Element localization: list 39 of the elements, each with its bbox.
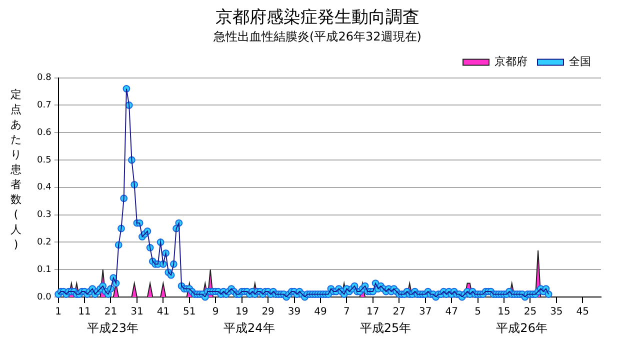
y-tick-label: 0.2 xyxy=(36,238,52,248)
y-tick-label: 0.6 xyxy=(36,128,52,138)
x-tick-label: 21 xyxy=(104,306,118,318)
y-tick-label: 0.4 xyxy=(36,182,52,193)
x-tick-label: 1 xyxy=(55,306,62,318)
x-tick-label: 19 xyxy=(235,306,248,318)
y-tick-label: 0.0 xyxy=(36,292,52,302)
x-tick-label: 39 xyxy=(288,306,301,318)
y-tick-label: 0.1 xyxy=(36,264,52,275)
x-tick-label: 35 xyxy=(550,306,563,318)
text: 定点あたり患者数(人) xyxy=(10,88,22,252)
x-tick-label: 41 xyxy=(156,306,170,318)
x-tick-label: 37 xyxy=(418,306,432,318)
y-tick-label: 0.3 xyxy=(36,210,52,220)
x-tick-label: 25 xyxy=(524,306,537,318)
x-tick-label: 27 xyxy=(392,306,406,318)
y-tick-label: 0.5 xyxy=(36,155,52,166)
x-tick-label: 29 xyxy=(262,306,274,318)
x-tick-label: 9 xyxy=(212,306,219,318)
y-tick-label: 0.7 xyxy=(36,100,52,111)
chart-title: 京都府感染症発生動向調査 xyxy=(216,8,420,28)
x-tick-label: 45 xyxy=(576,306,590,318)
x-tick-label: 5 xyxy=(474,306,481,318)
text: 平成25年 xyxy=(360,321,412,336)
x-tick-label: 49 xyxy=(314,306,327,318)
x-tick-label: 11 xyxy=(78,306,91,318)
text: 平成26年 xyxy=(496,321,548,336)
legend-label: 京都府 xyxy=(494,55,528,68)
legend-label: 全国 xyxy=(569,55,591,68)
x-tick-label: 7 xyxy=(344,306,350,318)
x-tick-label: 15 xyxy=(498,306,510,318)
x-tick-label: 51 xyxy=(183,306,196,318)
y-tick-label: 0.8 xyxy=(36,73,52,84)
x-tick-label: 47 xyxy=(445,306,458,318)
text: 平成24年 xyxy=(224,321,275,336)
x-tick-label: 31 xyxy=(130,306,144,318)
x-tick-label: 17 xyxy=(366,306,380,318)
chart-subtitle: 急性出血性結膜炎(平成26年32週現在) xyxy=(212,30,422,44)
text: 平成23年 xyxy=(87,321,138,336)
